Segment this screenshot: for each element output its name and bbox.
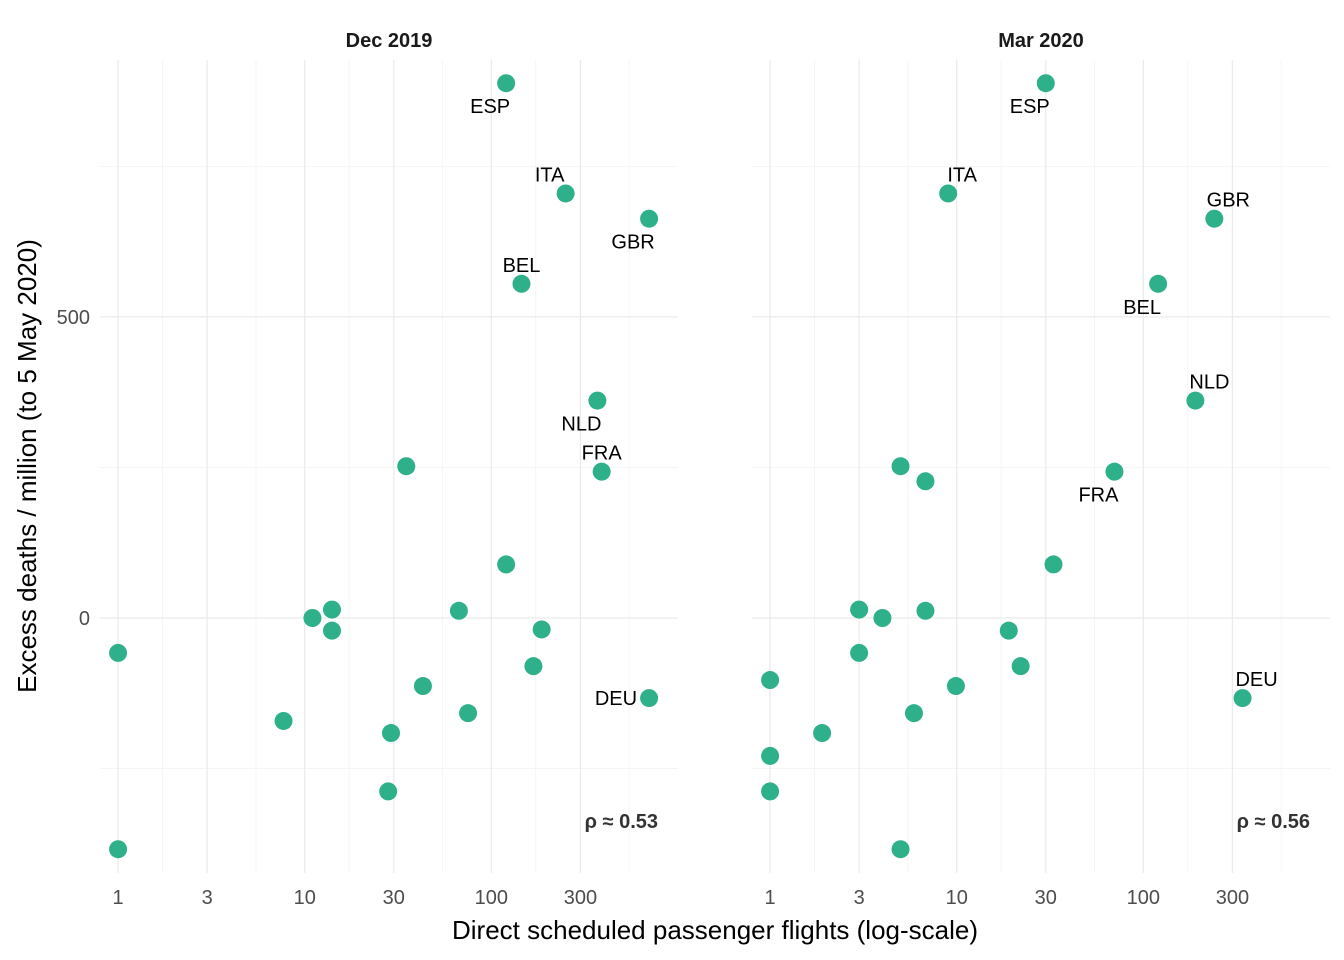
data-point	[109, 840, 128, 859]
x-tick-label: 3	[202, 887, 213, 909]
data-point	[532, 620, 551, 639]
data-point	[382, 724, 401, 743]
y-tick-label: 500	[57, 307, 90, 329]
data-point	[891, 840, 910, 859]
data-point	[813, 724, 832, 743]
x-tick-label: 300	[564, 887, 597, 909]
panel-0: Dec 2019 1 3 10 30 100 300 0 500 ESP ITA GBR BEL NLD F…	[57, 30, 678, 909]
data-point	[413, 677, 432, 696]
x-tick-label: 100	[475, 887, 508, 909]
data-point	[459, 704, 478, 723]
x-tick-label: 30	[1035, 887, 1057, 909]
data-point	[891, 457, 910, 476]
data-point	[303, 609, 322, 627]
data-point	[761, 782, 780, 801]
correlation-annotation: ρ ≈ 0.56	[1237, 811, 1310, 833]
y-axis-title: Excess deaths / million (to 5 May 2020)	[12, 239, 42, 693]
data-point	[1036, 74, 1055, 93]
data-point	[322, 621, 341, 640]
x-tick-label: 1	[765, 887, 776, 909]
data-point	[556, 184, 575, 203]
data-point	[449, 601, 468, 620]
correlation-annotation: ρ ≈ 0.53	[585, 811, 658, 833]
y-tick-label: 0	[79, 608, 90, 630]
data-point	[274, 711, 293, 730]
x-tick-label: 10	[946, 887, 968, 909]
x-axis-title: Direct scheduled passenger flights (log-…	[452, 915, 978, 945]
data-point	[322, 600, 341, 619]
data-point	[850, 643, 869, 662]
data-point	[1205, 209, 1224, 228]
data-point	[1105, 462, 1124, 481]
point-label: GBR	[1207, 190, 1250, 212]
panel-1: Mar 2020 1 3 10 30 100 300 ESP ITA GBR BEL NLD FRA DE…	[752, 30, 1330, 909]
x-tick-label: 100	[1127, 887, 1160, 909]
point-label: BEL	[503, 255, 541, 277]
data-point	[873, 609, 892, 627]
x-tick-label: 10	[294, 887, 316, 909]
data-point	[1044, 555, 1063, 574]
data-point	[999, 621, 1018, 640]
x-tick-label: 1	[113, 887, 124, 909]
point-label: FRA	[1078, 485, 1119, 507]
point-label: ITA	[947, 164, 977, 186]
point-label: ESP	[1010, 96, 1050, 118]
point-label: GBR	[611, 232, 654, 254]
data-point	[761, 671, 780, 690]
point-label: BEL	[1123, 297, 1161, 319]
point-label: ESP	[470, 96, 510, 118]
point-label: DEU	[595, 688, 637, 710]
data-point	[524, 657, 543, 676]
data-point	[946, 677, 965, 696]
point-label: NLD	[1189, 372, 1229, 394]
x-tick-label: 30	[383, 887, 405, 909]
data-point	[640, 209, 659, 228]
data-point	[1149, 274, 1168, 293]
data-point	[916, 601, 935, 620]
data-point	[497, 74, 516, 93]
point-label: FRA	[582, 443, 623, 465]
point-label: ITA	[535, 164, 565, 186]
facet-title: Mar 2020	[998, 30, 1084, 52]
data-point	[588, 391, 607, 410]
data-point	[1186, 391, 1205, 410]
facet-title: Dec 2019	[346, 30, 433, 52]
data-point	[761, 746, 780, 765]
data-point	[109, 643, 128, 662]
data-point	[916, 472, 935, 491]
data-point	[512, 274, 531, 293]
data-point	[904, 704, 923, 723]
data-point	[640, 689, 659, 708]
data-point	[1233, 689, 1252, 708]
data-point	[1011, 657, 1030, 676]
data-point	[592, 462, 611, 481]
data-point	[379, 782, 398, 801]
point-label: NLD	[561, 414, 601, 436]
point-label: DEU	[1235, 669, 1277, 691]
data-point	[939, 184, 958, 203]
data-point	[850, 600, 869, 619]
x-tick-label: 300	[1216, 887, 1249, 909]
x-tick-label: 3	[854, 887, 865, 909]
data-point	[497, 555, 516, 574]
data-point	[397, 457, 416, 476]
